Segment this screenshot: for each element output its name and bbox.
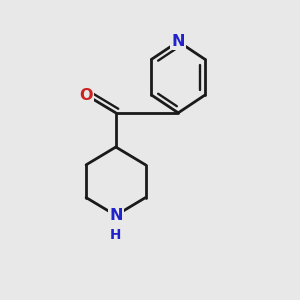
Text: N: N	[172, 34, 185, 49]
Text: N: N	[109, 208, 123, 223]
Text: O: O	[79, 88, 93, 103]
Text: H: H	[110, 228, 122, 242]
